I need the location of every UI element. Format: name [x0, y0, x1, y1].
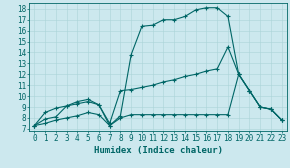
- X-axis label: Humidex (Indice chaleur): Humidex (Indice chaleur): [94, 146, 222, 155]
